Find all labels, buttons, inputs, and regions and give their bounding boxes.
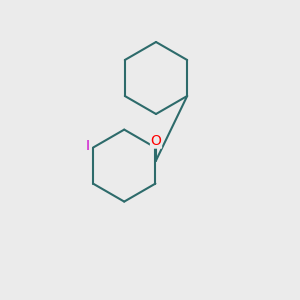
Text: O: O (151, 134, 161, 148)
Text: I: I (85, 139, 89, 153)
